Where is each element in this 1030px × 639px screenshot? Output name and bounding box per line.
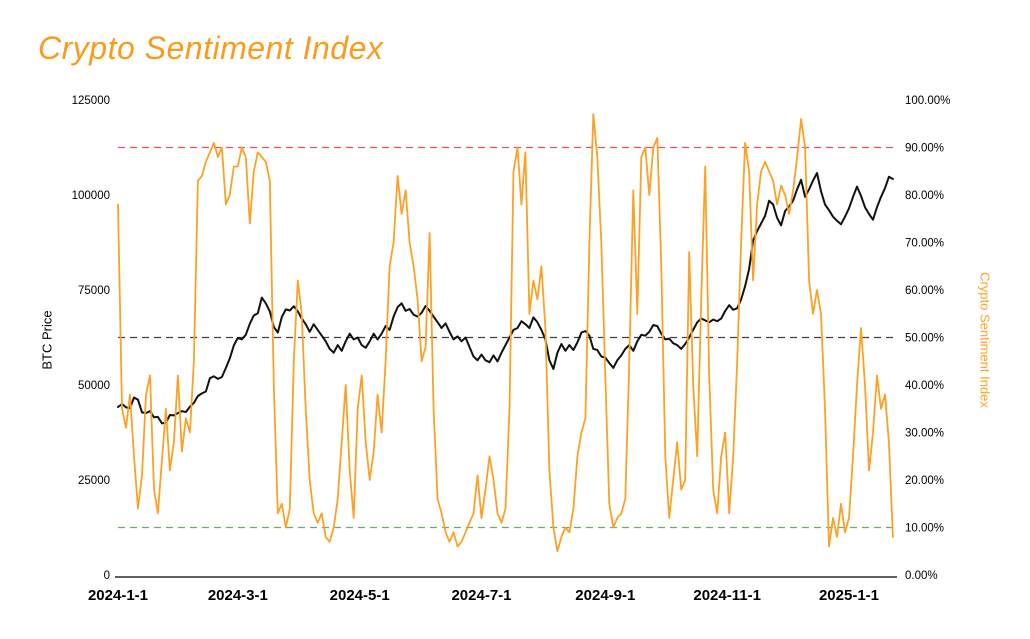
left-axis-tick-label: 75000 <box>78 285 110 297</box>
series-line-btc-price <box>117 172 894 425</box>
right-axis-tick-label: 100.00% <box>905 95 950 107</box>
x-axis-tick-label: 2024-1-1 <box>88 587 148 604</box>
right-axis-tick-label: 70.00% <box>905 238 944 250</box>
left-axis-tick-label: 25000 <box>78 475 110 487</box>
series-line-crypto-sentiment-index <box>117 113 894 553</box>
left-axis-tick-label: 50000 <box>78 380 110 392</box>
left-axis-tick-label: 100000 <box>72 190 110 202</box>
x-axis-tick-label: 2024-3-1 <box>208 587 268 604</box>
right-axis-tick-label: 0.00% <box>905 570 938 582</box>
right-axis-tick-label: 90.00% <box>905 143 944 155</box>
right-axis-tick-label: 60.00% <box>905 285 944 297</box>
x-axis-tick-label: 2024-9-1 <box>575 587 635 604</box>
x-axis-tick-label: 2024-5-1 <box>330 587 390 604</box>
page-title: Crypto Sentiment Index <box>38 30 384 66</box>
right-axis-tick-label: 40.00% <box>905 380 944 392</box>
x-axis-tick-label: 2024-7-1 <box>451 587 511 604</box>
right-axis-tick-label: 30.00% <box>905 428 944 440</box>
left-axis-tick-label: 125000 <box>72 95 110 107</box>
right-axis-tick-label: 50.00% <box>905 333 944 345</box>
right-axis-tick-label: 20.00% <box>905 475 944 487</box>
right-axis-tick-label: 80.00% <box>905 190 944 202</box>
right-axis-tick-label: 10.00% <box>905 523 944 535</box>
left-axis-tick-label: 0 <box>104 570 110 582</box>
x-axis-tick-label: 2025-1-1 <box>819 587 879 604</box>
x-axis-tick-label: 2024-11-1 <box>693 587 761 604</box>
